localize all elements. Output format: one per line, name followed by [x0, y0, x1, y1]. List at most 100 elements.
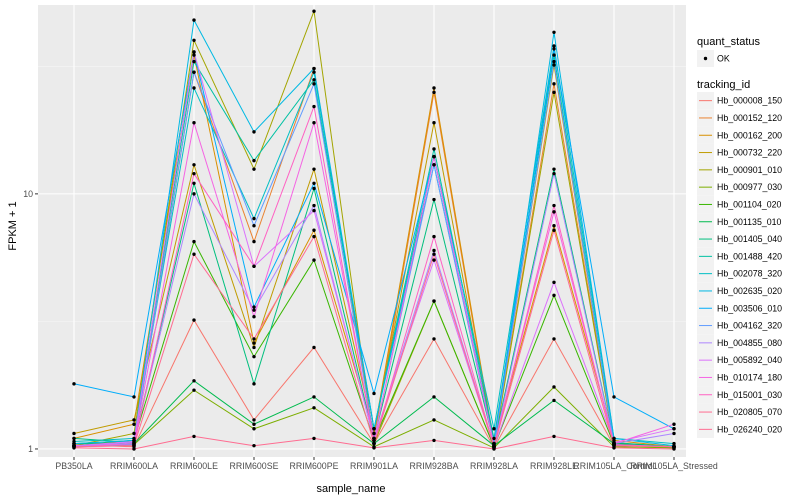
data-point [672, 431, 676, 436]
legend: quant_status tracking_id OK Hb_000008_150… [697, 36, 782, 438]
data-point [552, 30, 556, 34]
data-point [372, 427, 376, 431]
data-point [132, 447, 136, 451]
data-point [252, 345, 256, 350]
data-point [312, 228, 316, 232]
data-point [432, 337, 436, 341]
data-point [192, 38, 196, 42]
data-point [432, 248, 436, 253]
data-point [252, 130, 256, 134]
x-axis-title: sample_name [316, 483, 385, 495]
data-point [252, 158, 256, 163]
data-point [252, 443, 256, 448]
data-point [192, 59, 196, 64]
data-point [372, 438, 376, 443]
data-point [252, 314, 256, 319]
data-point [432, 418, 436, 422]
data-point [492, 445, 496, 449]
x-tick-label: RRIM928LE [530, 461, 578, 471]
legend-label: Hb_020805_070 [717, 407, 782, 417]
data-point [312, 82, 316, 86]
data-point [552, 224, 556, 228]
x-tick-label: RRIM600SE [230, 461, 279, 471]
legend-label: Hb_000152_120 [717, 113, 782, 123]
legend-label: Hb_000977_030 [717, 182, 782, 192]
data-point [312, 66, 316, 71]
data-point [432, 90, 436, 95]
legend-label: Hb_005892_040 [717, 355, 782, 365]
data-point [192, 171, 196, 176]
data-point [552, 47, 556, 51]
legend-label: Hb_000008_150 [717, 96, 782, 106]
data-point [432, 395, 436, 399]
data-point [312, 104, 316, 109]
legend-label: Hb_015001_030 [717, 390, 782, 400]
data-point [252, 239, 256, 244]
data-point [612, 436, 616, 441]
data-point [252, 427, 256, 431]
data-point [552, 293, 556, 298]
data-point [552, 228, 556, 232]
data-point [312, 181, 316, 186]
data-point [192, 18, 196, 22]
data-point [192, 379, 196, 383]
legend-label: Hb_002635_020 [717, 286, 782, 296]
data-point [552, 167, 556, 171]
legend-label: Hb_000732_220 [717, 148, 782, 158]
data-point [252, 341, 256, 345]
data-point [552, 385, 556, 389]
y-tick-label: 1 [28, 444, 33, 454]
legend-label: Hb_001488_420 [717, 251, 782, 261]
data-point [312, 70, 316, 74]
legend-color-title: tracking_id [697, 79, 750, 91]
data-point [312, 9, 316, 13]
legend-label: Hb_000901_010 [717, 165, 782, 175]
legend-shape-label: OK [717, 54, 730, 64]
data-point [132, 443, 136, 448]
data-point [552, 337, 556, 341]
legend-label: Hb_004162_320 [717, 321, 782, 331]
data-point [192, 434, 196, 439]
data-point [552, 171, 556, 176]
data-point [252, 216, 256, 221]
data-point [312, 258, 316, 262]
data-point [252, 422, 256, 426]
legend-label: Hb_010174_180 [717, 372, 782, 382]
data-point [252, 337, 256, 341]
data-point [432, 147, 436, 151]
data-point [252, 224, 256, 228]
data-point [312, 121, 316, 125]
data-point [552, 82, 556, 86]
data-point [312, 208, 316, 213]
data-point [672, 427, 676, 431]
data-point [312, 345, 316, 350]
data-point [672, 445, 676, 449]
data-point [252, 305, 256, 309]
legend-label: Hb_001405_040 [717, 234, 782, 244]
data-point [432, 234, 436, 239]
legend-label: Hb_000162_200 [717, 130, 782, 140]
data-point [612, 395, 616, 399]
axes: 1 10 PB350LA RRIM600LA RRIM600LE RRIM600SE RRI… [23, 189, 718, 471]
x-tick-label: PB350LA [55, 461, 92, 471]
data-point [192, 181, 196, 186]
data-point [372, 391, 376, 396]
y-axis-title: FPKM + 1 [7, 201, 19, 250]
data-point [372, 446, 376, 450]
data-point [432, 438, 436, 443]
data-point [432, 121, 436, 125]
data-point [552, 90, 556, 95]
data-point [312, 78, 316, 82]
data-point [492, 436, 496, 441]
data-point [432, 299, 436, 303]
data-point [72, 431, 76, 436]
data-point [312, 234, 316, 239]
data-point [552, 210, 556, 214]
data-point [252, 354, 256, 359]
data-point [192, 86, 196, 90]
x-tick-label: RRIM928LA [470, 461, 518, 471]
data-point [192, 50, 196, 54]
data-point [192, 318, 196, 322]
legend-label: Hb_026240_020 [717, 424, 782, 434]
